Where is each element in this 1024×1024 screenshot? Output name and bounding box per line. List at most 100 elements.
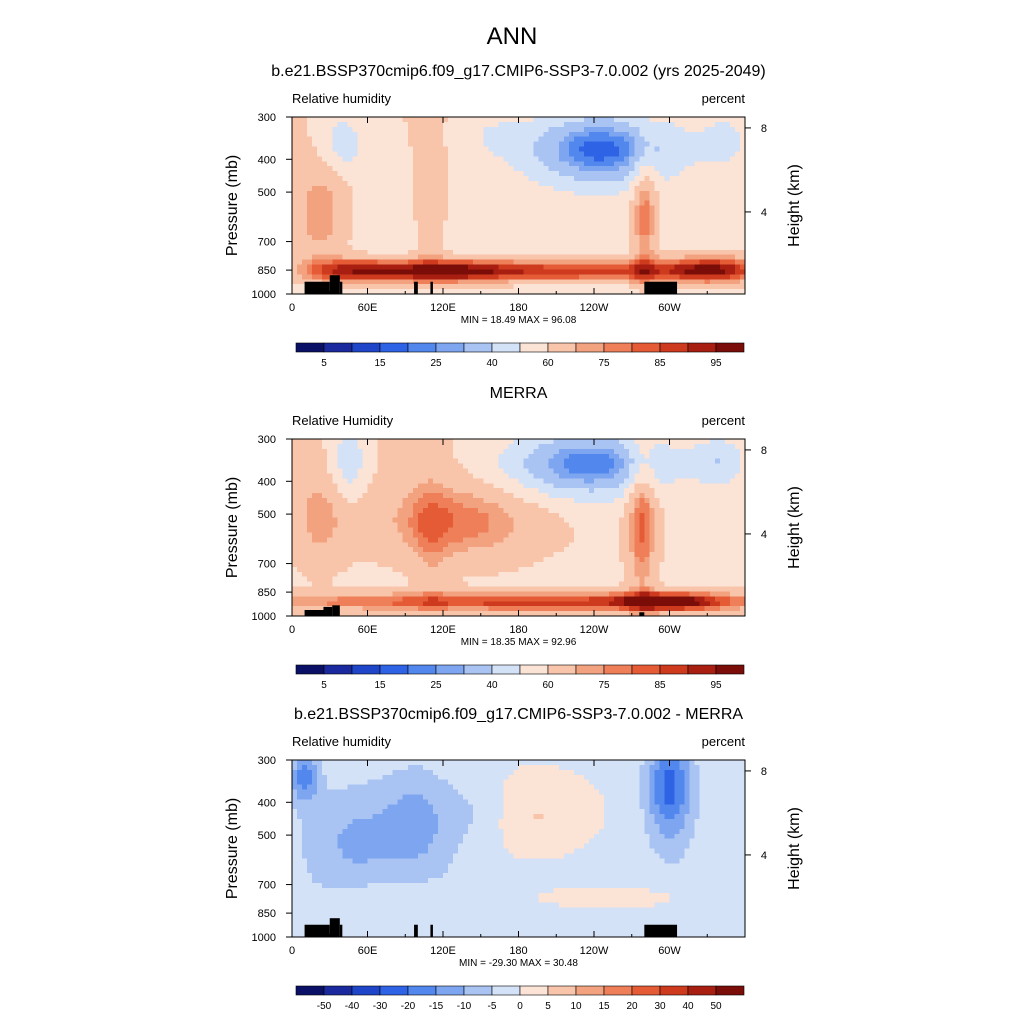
field-cell (594, 254, 600, 261)
field-cell (563, 507, 570, 514)
field-cell (377, 502, 384, 509)
field-cell (382, 264, 389, 271)
field-cell (719, 235, 726, 241)
field-cell (679, 512, 686, 519)
field-cell (654, 161, 661, 167)
field-cell (503, 522, 510, 529)
field-cell (312, 235, 318, 241)
field-cell (649, 259, 655, 266)
field-cell (548, 205, 555, 212)
field-cell (533, 180, 540, 187)
field-cell (734, 439, 741, 445)
field-cell (573, 141, 580, 148)
field-cell (649, 200, 655, 207)
field-cell (714, 161, 721, 167)
field-cell (297, 527, 303, 534)
field-cell (448, 439, 454, 445)
field-cell (508, 205, 515, 212)
field-cell (719, 166, 726, 172)
field-cell (432, 156, 439, 162)
field-cell (619, 512, 625, 519)
field-cell (729, 185, 736, 192)
field-cell (327, 235, 333, 241)
field-cell (397, 522, 404, 529)
field-cell (523, 225, 530, 231)
field-cell (609, 239, 615, 246)
field-cell (443, 126, 449, 133)
field-cell (719, 141, 726, 148)
field-cell (397, 448, 404, 455)
field-cell (342, 483, 348, 489)
field-cell (594, 235, 600, 241)
field-cell (327, 269, 333, 275)
field-cell (704, 483, 711, 489)
field-cell (734, 507, 741, 514)
field-cell (669, 156, 676, 162)
field-cell (488, 215, 494, 221)
field-cell (714, 230, 721, 236)
field-cell (382, 156, 389, 162)
field-cell (699, 215, 706, 221)
field-cell (739, 522, 746, 529)
y-tick-label: 500 (258, 187, 276, 199)
field-cell (407, 161, 414, 167)
field-cell (508, 244, 515, 251)
field-cell (513, 176, 520, 182)
field-cell (639, 478, 645, 484)
field-cell (573, 190, 580, 197)
field-cell (427, 473, 434, 479)
field-cell (503, 453, 510, 460)
field-cell (704, 225, 711, 231)
field-cell (407, 121, 414, 128)
field-cell (437, 439, 444, 445)
field-cell (327, 171, 333, 177)
field-cell (674, 121, 681, 128)
field-cell (362, 498, 369, 504)
field-cell (493, 473, 499, 479)
field-cell (407, 136, 414, 143)
field-cell (392, 463, 399, 470)
field-cell (664, 458, 671, 465)
field-cell (568, 498, 575, 504)
field-cell (307, 498, 313, 504)
field-cell (654, 156, 661, 162)
field-cell (558, 498, 565, 504)
field-cell (573, 259, 580, 266)
field-cell (443, 483, 449, 489)
field-cell (709, 284, 716, 290)
field-cell (664, 239, 671, 246)
field-cell (568, 225, 575, 231)
field-cell (699, 239, 706, 246)
field-cell (498, 289, 504, 295)
field-cell (292, 151, 298, 157)
field-cell (624, 185, 630, 192)
field-cell (342, 126, 348, 133)
field-cell (568, 146, 575, 153)
field-cell (634, 517, 640, 524)
field-cell (392, 269, 399, 275)
field-cell (518, 205, 525, 212)
field-cell (573, 274, 580, 280)
field-cell (493, 468, 499, 475)
field-cell (372, 141, 379, 148)
field-cell (463, 284, 469, 290)
field-cell (307, 264, 313, 271)
field-cell (573, 126, 580, 133)
field-cell (558, 269, 565, 275)
field-cell (739, 498, 746, 504)
field-cell (513, 502, 520, 509)
field-cell (689, 220, 696, 226)
field-cell (669, 522, 676, 529)
field-cell (543, 458, 550, 465)
field-cell (508, 185, 515, 192)
field-cell (422, 176, 429, 182)
field-cell (412, 185, 419, 192)
field-cell (704, 131, 711, 138)
field-cell (407, 117, 414, 123)
field-cell (437, 161, 444, 167)
field-cell (558, 195, 565, 202)
field-cell (694, 156, 701, 162)
field-cell (468, 156, 474, 162)
field-cell (443, 284, 449, 290)
field-cell (644, 453, 650, 460)
